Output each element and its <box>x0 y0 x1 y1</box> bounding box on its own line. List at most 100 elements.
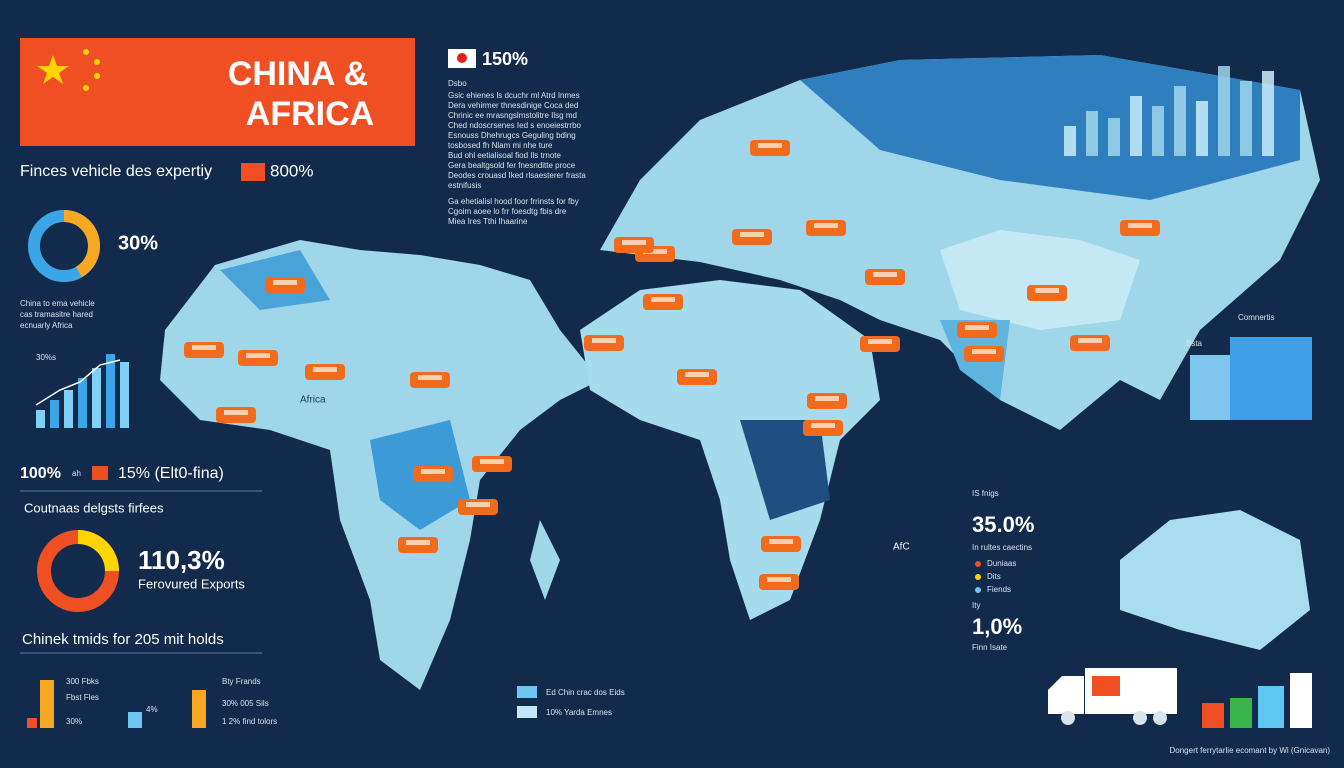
flag-banner <box>20 38 415 146</box>
flag-star <box>83 85 89 91</box>
wheel <box>1133 711 1147 725</box>
mini-bar-chart <box>35 354 129 428</box>
icon-bar <box>192 690 206 728</box>
legend-text: Duniaas <box>987 559 1016 568</box>
flag-star <box>83 49 89 55</box>
legend-swatch <box>517 686 537 698</box>
note-line: Gsic ehienes ls dcuchr ml Atrd Inmes <box>448 91 580 100</box>
area-block <box>1230 337 1312 420</box>
deco-bar <box>120 362 129 428</box>
heading: Chinek tmids for 205 mit holds <box>22 631 224 648</box>
region <box>740 420 830 520</box>
note-value: 150% <box>482 49 528 69</box>
car-window <box>421 469 445 474</box>
subtitle: Finces vehicle des expertiy <box>20 163 212 180</box>
caption-line: ecnuarly Africa <box>20 321 73 330</box>
deco-bar <box>1262 71 1274 156</box>
car-window <box>758 143 782 148</box>
caption-line: cas tramasitre hared <box>20 310 93 319</box>
wheel <box>1061 711 1075 725</box>
deco-bar <box>36 410 45 428</box>
deco-bar <box>1258 686 1284 728</box>
stat-caption: Finn Isate <box>972 643 1008 652</box>
car-window <box>873 272 897 277</box>
deco-bar <box>64 390 73 428</box>
legend-dot <box>975 574 981 580</box>
donut-segment <box>63 210 101 278</box>
stat-label: Ity <box>972 601 980 610</box>
note-line: estnifusis <box>448 181 481 190</box>
deco-bar <box>78 378 87 428</box>
deco-bar <box>1240 81 1252 156</box>
deco-bar <box>1290 673 1312 728</box>
legend-text: Fiends <box>987 585 1011 594</box>
legend-text: Dits <box>987 572 1001 581</box>
chart-label: 30%s <box>36 353 56 362</box>
caption: China to ema vehicle cas tramasitre hared… <box>20 299 95 330</box>
deco-bar <box>1196 101 1208 156</box>
mini-text: Bty Frands <box>222 677 261 686</box>
car-window <box>643 249 667 254</box>
cars <box>184 140 1160 590</box>
deco-bar <box>1174 86 1186 156</box>
note-line: Cgoim aoee lo frr foesdtg fbis dre <box>448 207 567 216</box>
legend-swatch <box>517 706 537 718</box>
footer: Dongert ferrytarlie ecomant by Wi (Gnica… <box>1170 746 1331 755</box>
stat: 15% (Elt0-fina) <box>118 465 224 482</box>
stat-caption: In rultes caectins <box>972 543 1032 552</box>
note-line: Dera vehirmer thnesdinige Coca ded <box>448 101 578 110</box>
car-window <box>972 349 996 354</box>
icon <box>241 163 265 181</box>
donut-label: Ferovured Exports <box>138 576 245 591</box>
car-window <box>480 459 504 464</box>
flag-star <box>94 73 100 79</box>
car-window <box>622 240 646 245</box>
note-line: Bud ohl eetialisoal fiod Ils trnote <box>448 151 562 160</box>
stat-label: IS fnigs <box>972 489 999 498</box>
note-line: Deodes crouasd Iked rlsaesterer frasta <box>448 171 586 180</box>
australia <box>1120 510 1310 650</box>
donut-segment <box>77 530 119 572</box>
icon-bar <box>128 712 142 728</box>
note-line: Esnouss Dhehrugcs Geguling bding <box>448 131 576 140</box>
heading: Coutnaas delgsts firfees <box>24 500 164 515</box>
truck <box>1048 668 1177 725</box>
icon-bar <box>40 680 54 728</box>
deco-bar <box>1152 106 1164 156</box>
deco-line <box>35 359 121 406</box>
china <box>940 230 1140 330</box>
car-window <box>466 502 490 507</box>
mini-text: 300 Fbks <box>66 677 99 686</box>
note-line: Ga ehetialisl hood foor frrinsts for fby <box>448 197 579 206</box>
stat: 35.0% <box>972 512 1034 537</box>
madagascar <box>530 520 560 600</box>
caption-line: China to ema vehicle <box>20 299 95 308</box>
deco-bar <box>1218 66 1230 156</box>
stat: 100% <box>20 465 61 482</box>
flag-star <box>37 55 69 84</box>
car-window <box>769 539 793 544</box>
note-line: Gera bealtgsold fer fnesnditte proce <box>448 161 576 170</box>
car-window <box>406 540 430 545</box>
deco-bar <box>50 400 59 428</box>
legend-dot <box>975 587 981 593</box>
deco-bar <box>1064 126 1076 156</box>
truck-flag <box>1092 676 1120 696</box>
donut-value: 110,3% <box>138 545 225 575</box>
mini-text: 30% 005 Sils <box>222 699 269 708</box>
car-window <box>192 345 216 350</box>
stat: 1,0% <box>972 614 1022 639</box>
flag-panel: CHINA & AFRICA <box>20 38 415 146</box>
car-window <box>592 338 616 343</box>
wheel <box>1153 711 1167 725</box>
deco-bar <box>1202 703 1224 728</box>
icon <box>92 466 108 480</box>
chart-title: Comnertis <box>1238 313 1274 322</box>
legend-dot <box>975 561 981 567</box>
car-window <box>224 410 248 415</box>
deco-bar <box>106 354 115 428</box>
subtitle-value: 800% <box>270 161 313 180</box>
car-window <box>1035 288 1059 293</box>
deco-bar <box>1230 698 1252 728</box>
